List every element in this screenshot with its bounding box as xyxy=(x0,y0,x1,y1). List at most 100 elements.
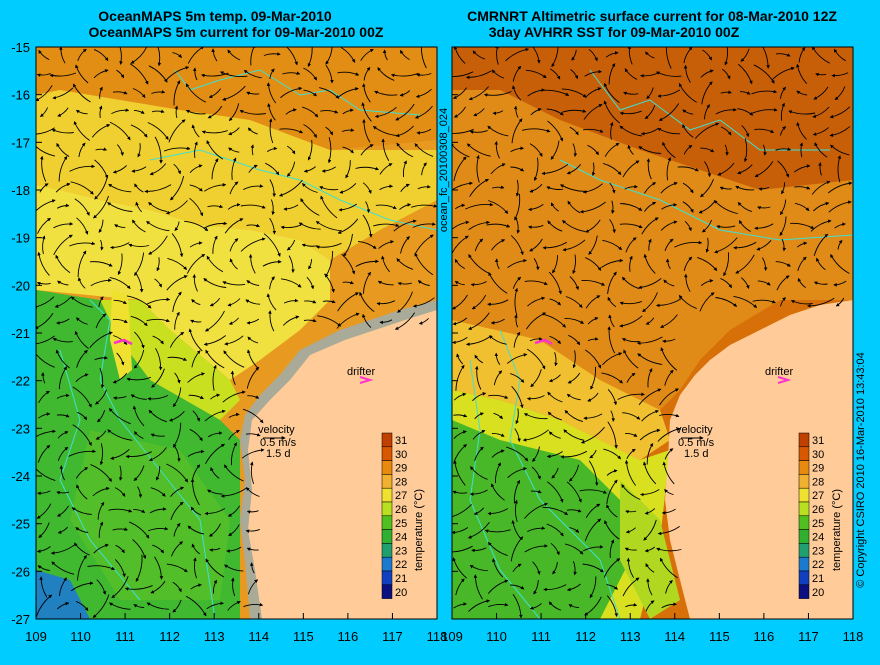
current-vector xyxy=(602,239,623,251)
current-vector xyxy=(362,271,371,294)
current-vector xyxy=(779,216,787,236)
colorbar-swatch xyxy=(798,501,810,517)
current-vector xyxy=(173,80,181,106)
current-vector xyxy=(566,481,582,503)
current-vector xyxy=(100,239,104,251)
current-vector xyxy=(307,47,313,67)
current-vector xyxy=(362,313,372,328)
current-vector xyxy=(645,600,655,612)
current-vector xyxy=(529,337,543,342)
current-vector xyxy=(341,253,356,275)
current-vector xyxy=(56,601,70,610)
current-vector xyxy=(190,583,202,590)
current-vector xyxy=(306,276,315,290)
current-vector xyxy=(827,181,853,194)
current-vector xyxy=(308,259,312,270)
current-vector xyxy=(205,558,225,578)
current-vector xyxy=(659,388,680,406)
current-vector xyxy=(229,238,239,252)
current-vector xyxy=(640,489,660,497)
current-vector xyxy=(400,49,410,60)
current-vector xyxy=(490,318,505,325)
current-vector xyxy=(642,292,658,312)
current-vector xyxy=(206,255,224,273)
current-vector xyxy=(527,296,546,307)
current-vector xyxy=(660,314,678,329)
current-vector xyxy=(490,163,506,175)
current-vector xyxy=(154,556,164,580)
current-vector xyxy=(506,446,529,462)
current-vector xyxy=(512,65,522,82)
current-vector xyxy=(130,124,148,138)
current-vector xyxy=(587,144,599,156)
current-vector xyxy=(269,217,277,235)
colorbar-swatch xyxy=(798,432,810,448)
colorbar-tick-label: 28 xyxy=(395,476,407,488)
current-vector xyxy=(169,176,185,201)
colorbar-tick-label: 31 xyxy=(812,435,824,447)
current-vector xyxy=(619,110,642,116)
current-vector xyxy=(530,489,542,494)
left-sst-green-light xyxy=(70,430,230,600)
current-vector xyxy=(269,276,275,290)
current-vector xyxy=(228,524,240,536)
current-vector xyxy=(416,128,432,135)
current-vector xyxy=(397,282,412,286)
current-vector xyxy=(132,219,146,233)
current-vector xyxy=(211,48,218,62)
lat-tick-label: -21 xyxy=(11,326,30,341)
current-vector xyxy=(534,157,539,181)
current-vector xyxy=(57,280,69,286)
current-vector xyxy=(137,143,141,158)
current-vector xyxy=(56,505,69,517)
current-vector xyxy=(622,412,641,420)
current-vector xyxy=(78,142,86,157)
lon-tick-label: 118 xyxy=(843,629,864,644)
current-vector xyxy=(411,204,437,208)
current-vector xyxy=(39,155,47,182)
current-vector xyxy=(126,295,152,309)
current-vector xyxy=(279,128,304,134)
current-vector xyxy=(567,372,581,384)
current-vector xyxy=(37,217,52,234)
current-vector xyxy=(606,504,618,518)
current-vector xyxy=(211,158,219,180)
current-vector xyxy=(40,372,46,384)
left-velocity-scale: 0.5 m/s xyxy=(260,437,297,449)
current-vector xyxy=(337,218,359,234)
current-vector xyxy=(93,543,109,554)
current-vector xyxy=(700,279,714,286)
current-vector xyxy=(621,484,641,500)
current-vector xyxy=(639,428,661,441)
right-sst-orange xyxy=(452,90,853,410)
current-vector xyxy=(550,202,559,212)
current-vector xyxy=(376,300,396,306)
current-vector xyxy=(209,547,221,552)
current-vector xyxy=(781,182,786,195)
current-vector xyxy=(814,142,828,158)
lon-tick-label: 117 xyxy=(382,629,403,644)
current-vector xyxy=(75,600,89,612)
current-vector xyxy=(191,350,201,368)
current-vector xyxy=(412,297,435,308)
current-vector xyxy=(665,47,672,69)
right-velocity-label: velocity xyxy=(676,424,713,436)
current-vector xyxy=(510,235,524,256)
current-vector xyxy=(472,429,486,440)
current-vector xyxy=(779,199,787,215)
lat-tick-label: -26 xyxy=(11,564,30,579)
current-vector xyxy=(397,291,413,313)
current-vector xyxy=(550,542,560,556)
current-vector xyxy=(608,314,615,328)
current-vector xyxy=(583,104,603,120)
current-vector xyxy=(146,297,171,305)
current-vector xyxy=(657,127,681,135)
current-vector xyxy=(112,373,128,384)
current-vector xyxy=(362,182,372,194)
colorbar-tick-label: 26 xyxy=(812,504,824,516)
current-vector xyxy=(229,181,239,195)
current-vector xyxy=(208,523,221,537)
current-vector xyxy=(530,369,542,388)
current-vector xyxy=(303,318,317,323)
